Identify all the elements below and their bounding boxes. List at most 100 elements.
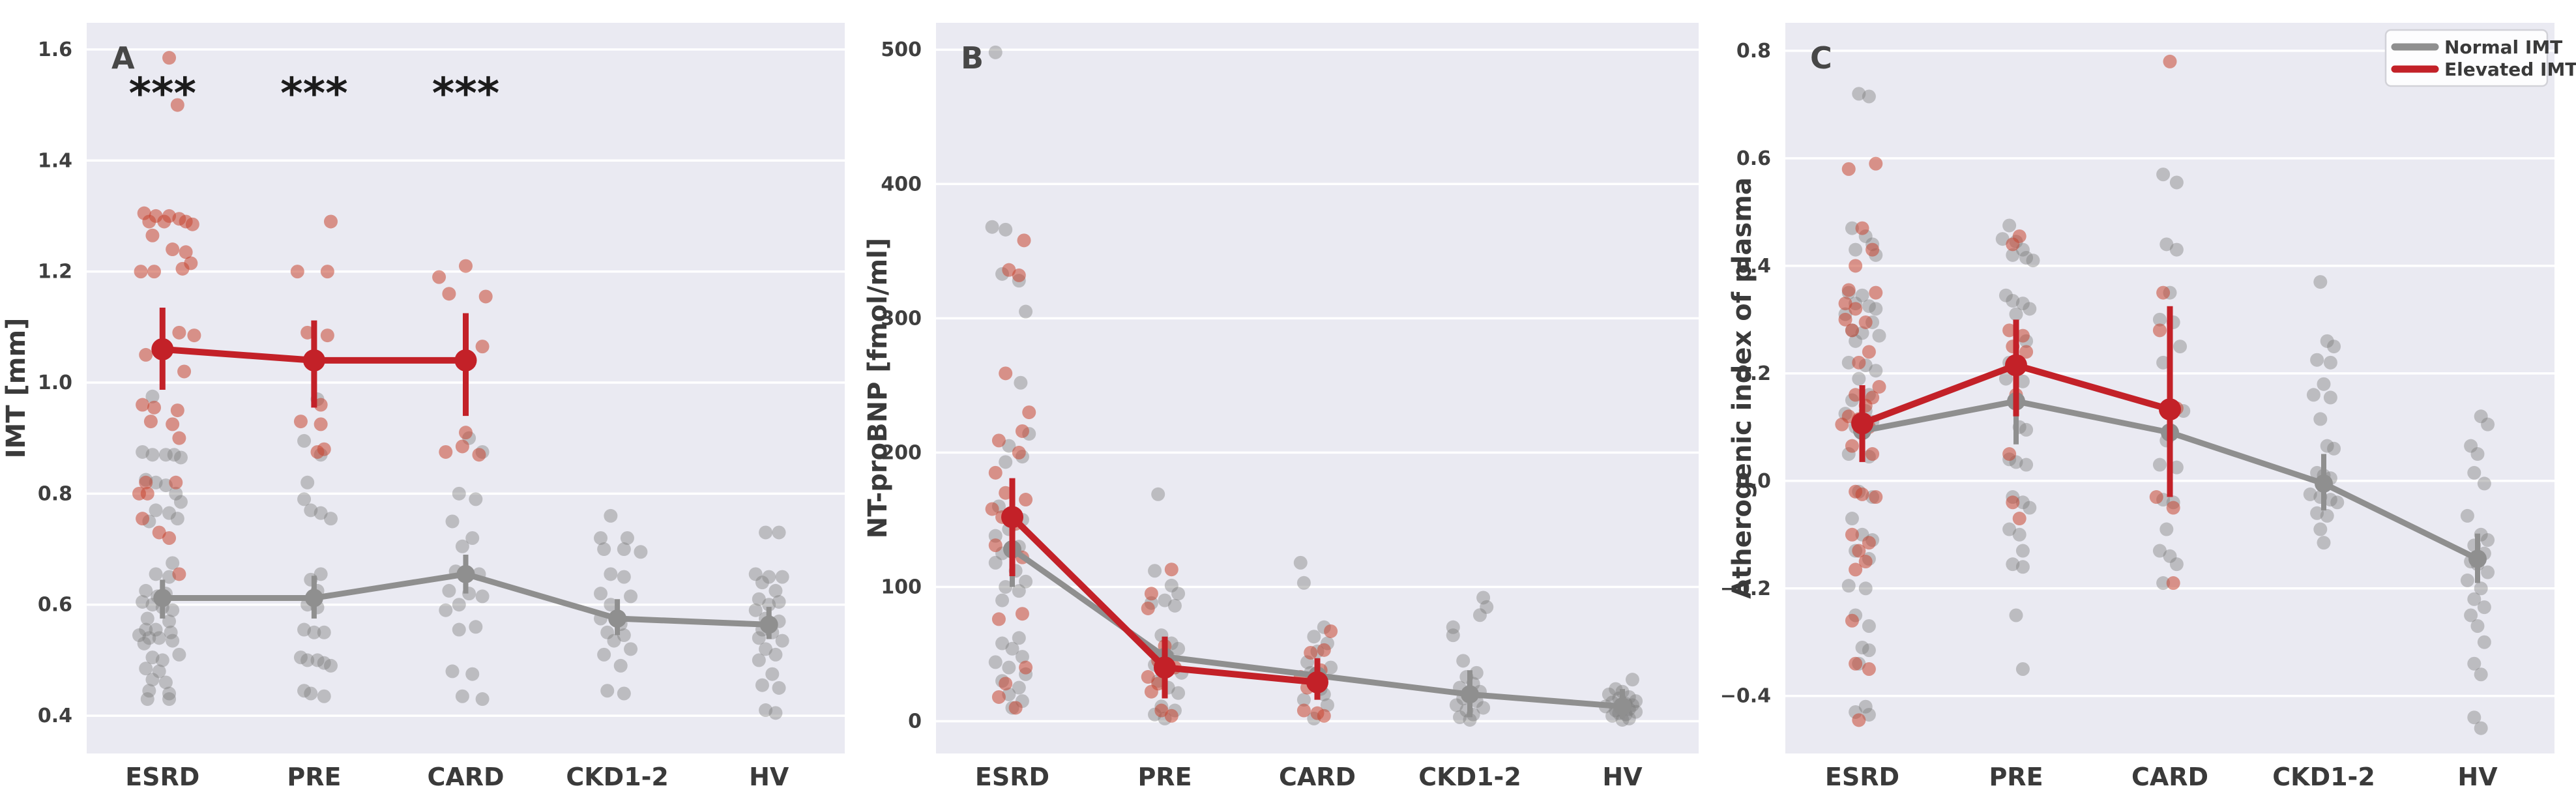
data-point	[1629, 694, 1643, 708]
data-point	[2006, 248, 2020, 262]
data-point	[2169, 175, 2184, 190]
data-point	[755, 576, 769, 590]
x-tick-label: HV	[2457, 763, 2498, 791]
data-point	[597, 647, 611, 662]
data-point	[2166, 576, 2180, 591]
data-point	[2323, 390, 2337, 405]
data-point	[1012, 584, 1026, 598]
data-point	[1476, 701, 1491, 715]
mean-dot	[302, 349, 325, 372]
data-point	[1845, 613, 1859, 628]
data-point	[320, 328, 334, 343]
data-point	[1862, 708, 1876, 722]
data-point	[459, 426, 473, 440]
data-point	[2481, 533, 2495, 548]
data-point	[172, 431, 186, 445]
data-point	[1609, 682, 1623, 696]
data-point	[1845, 323, 1859, 338]
x-tick-label: ESRD	[975, 763, 1049, 791]
data-point	[164, 625, 178, 639]
mean-dot	[2315, 474, 2333, 493]
y-tick-label: 500	[881, 38, 922, 61]
data-point	[139, 347, 153, 362]
data-point	[1015, 424, 1029, 438]
data-point	[988, 538, 1003, 553]
panel-letter: A	[111, 40, 135, 76]
data-point	[1164, 708, 1178, 723]
data-point	[147, 400, 162, 415]
data-point	[1164, 578, 1178, 592]
data-point	[149, 503, 163, 518]
data-point	[1002, 439, 1016, 453]
data-point	[2310, 353, 2324, 367]
data-point	[2467, 465, 2481, 480]
data-point	[988, 555, 1003, 570]
data-point	[1622, 711, 1636, 725]
elevated-mean-series	[151, 307, 477, 416]
data-point	[2320, 439, 2334, 453]
data-point	[1872, 379, 1886, 394]
data-point	[1869, 490, 1883, 504]
data-point	[314, 417, 328, 431]
data-point	[2323, 493, 2337, 507]
panel-A: 0.4 0.6 0.8 1.0 1.2 1.4 1.6 IMT [mm] ESRD PRE CARD…	[1, 23, 845, 791]
data-point	[293, 415, 308, 429]
data-point	[1998, 372, 2013, 386]
data-point	[1167, 598, 1182, 613]
data-point	[1841, 162, 1856, 176]
data-point	[2006, 237, 2020, 252]
data-point	[1858, 315, 1873, 329]
x-tick-label: HV	[1602, 763, 1643, 791]
data-point	[173, 495, 188, 509]
data-point	[634, 545, 648, 559]
data-point	[2320, 508, 2334, 523]
data-point	[445, 664, 460, 679]
data-point	[152, 525, 166, 540]
legend-label: Normal IMT	[2444, 36, 2562, 58]
data-point	[1019, 304, 1033, 319]
data-point	[594, 587, 608, 601]
x-tick-label: ESRD	[125, 763, 199, 791]
data-point	[999, 455, 1013, 469]
data-point	[2012, 527, 2027, 542]
data-point	[1866, 447, 1880, 461]
data-point	[1995, 232, 2010, 246]
data-point	[172, 647, 186, 662]
data-point	[170, 98, 184, 112]
data-point	[465, 531, 480, 545]
data-point	[145, 650, 160, 665]
data-point	[772, 680, 786, 695]
data-point	[768, 706, 783, 720]
data-point	[145, 228, 160, 242]
data-point	[1872, 328, 1886, 343]
data-point	[2019, 458, 2034, 472]
data-point	[1862, 643, 1876, 658]
significance-stars: ***	[280, 68, 348, 119]
data-point	[999, 222, 1013, 237]
data-point	[1841, 579, 1856, 593]
data-point	[999, 366, 1013, 381]
data-point	[765, 667, 780, 681]
data-point	[455, 439, 469, 454]
data-point	[1015, 650, 1029, 664]
data-point	[2015, 662, 2030, 676]
data-point	[1862, 299, 1876, 314]
data-point	[2477, 635, 2491, 649]
data-point	[139, 622, 153, 637]
data-point	[1869, 302, 1883, 316]
data-point	[604, 567, 618, 581]
data-point	[617, 628, 631, 643]
data-point	[177, 364, 192, 379]
data-point	[2481, 565, 2495, 579]
data-point	[172, 325, 186, 340]
data-point	[1852, 713, 1866, 727]
data-point	[157, 214, 171, 229]
data-point	[1862, 536, 1876, 550]
mean-dot	[759, 615, 778, 634]
data-point	[985, 220, 999, 234]
data-point	[310, 653, 325, 667]
data-point	[439, 445, 453, 459]
panel-B: 0 100 200 300 400 500 NT-proBNP [fmol/ml] ESRD P…	[863, 23, 1699, 791]
data-point	[170, 512, 184, 526]
data-point	[1866, 242, 1880, 257]
